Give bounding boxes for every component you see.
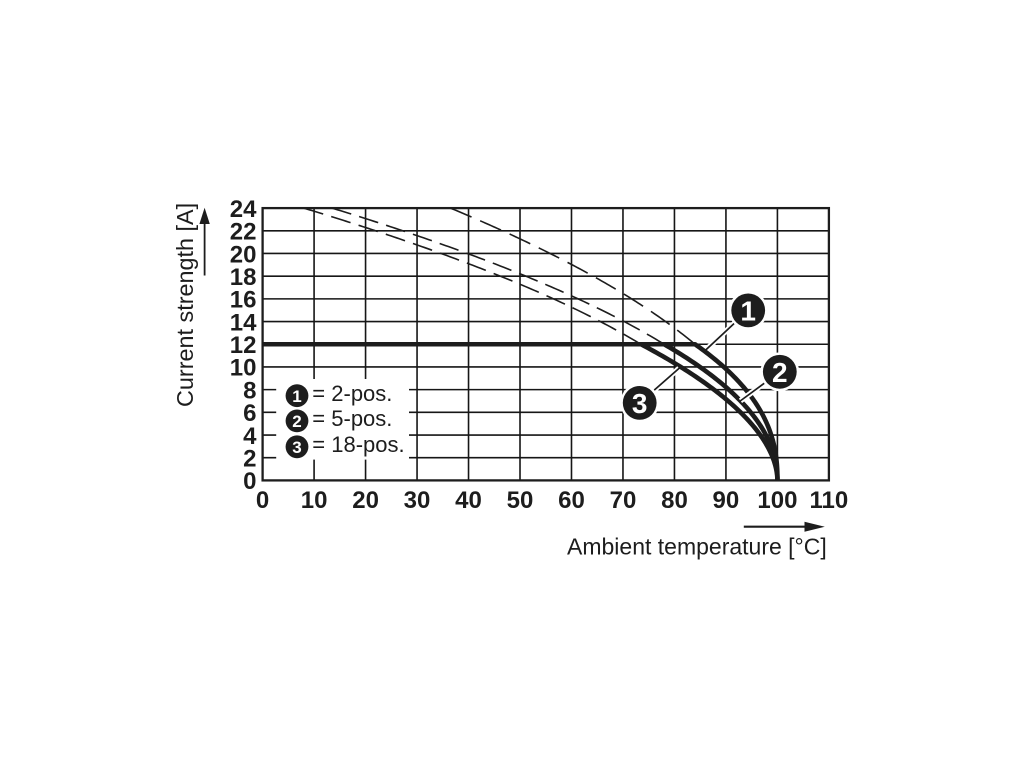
svg-text:Ambient temperature [°C]: Ambient temperature [°C] [567,534,827,560]
svg-text:2: 2 [772,357,788,388]
svg-text:110: 110 [810,487,849,514]
svg-text:24: 24 [230,196,257,223]
svg-text:90: 90 [713,487,740,514]
svg-text:20: 20 [352,487,379,514]
svg-text:100: 100 [757,487,797,514]
svg-text:10: 10 [301,487,328,514]
svg-text:80: 80 [661,487,688,514]
svg-text:= 18-pos.: = 18-pos. [312,432,404,457]
svg-text:= 2-pos.: = 2-pos. [312,381,392,406]
svg-text:18: 18 [230,264,257,291]
svg-text:8: 8 [243,377,256,404]
svg-text:16: 16 [230,287,257,314]
svg-text:22: 22 [230,219,257,246]
svg-text:70: 70 [610,487,637,514]
svg-text:30: 30 [404,487,431,514]
svg-text:12: 12 [230,332,257,359]
svg-text:0: 0 [243,468,256,495]
svg-text:1: 1 [740,295,756,326]
svg-text:60: 60 [558,487,585,514]
svg-text:50: 50 [507,487,534,514]
svg-text:Current strength [A]: Current strength [A] [172,203,198,407]
svg-text:10: 10 [230,355,257,382]
svg-text:4: 4 [243,423,257,450]
svg-text:= 5-pos.: = 5-pos. [312,406,392,431]
svg-text:0: 0 [256,487,269,514]
svg-text:2: 2 [292,412,301,431]
svg-text:20: 20 [230,241,257,268]
svg-text:3: 3 [292,438,301,457]
svg-text:3: 3 [632,388,648,419]
svg-text:1: 1 [292,387,301,406]
svg-text:40: 40 [455,487,482,514]
svg-text:6: 6 [243,400,256,427]
svg-text:14: 14 [230,309,257,336]
svg-text:2: 2 [243,446,256,473]
